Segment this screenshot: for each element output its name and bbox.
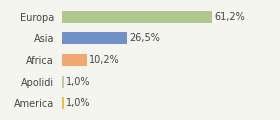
Text: 1,0%: 1,0% bbox=[66, 98, 90, 108]
Bar bbox=[62, 11, 213, 23]
Bar bbox=[62, 76, 64, 88]
Bar bbox=[62, 97, 64, 109]
Text: 26,5%: 26,5% bbox=[129, 33, 160, 43]
Bar bbox=[62, 54, 87, 66]
Text: 61,2%: 61,2% bbox=[214, 12, 245, 22]
Bar bbox=[62, 32, 127, 44]
Text: 1,0%: 1,0% bbox=[66, 77, 90, 87]
Text: 10,2%: 10,2% bbox=[89, 55, 120, 65]
